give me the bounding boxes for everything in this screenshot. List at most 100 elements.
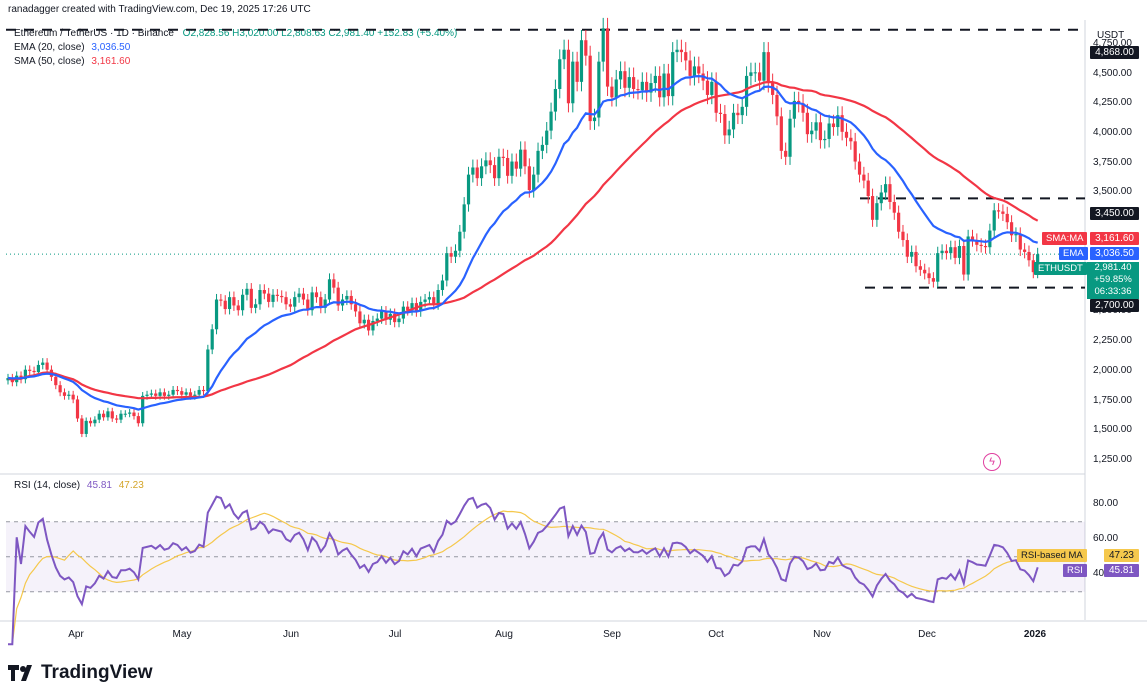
candle xyxy=(258,290,262,305)
ema-value: 3,036.50 xyxy=(91,42,131,53)
candle xyxy=(275,294,279,296)
candle xyxy=(532,174,536,191)
candle xyxy=(110,411,114,419)
candle xyxy=(136,416,140,424)
candle xyxy=(710,81,714,95)
candle xyxy=(684,52,688,61)
candle xyxy=(327,279,332,300)
candle xyxy=(992,210,996,231)
candle xyxy=(897,212,901,232)
candle xyxy=(271,294,275,302)
sma-50-line xyxy=(7,80,1039,400)
candle xyxy=(605,28,610,87)
rsi-box: 45.81 xyxy=(1103,564,1139,577)
candle xyxy=(836,115,840,128)
candle xyxy=(106,411,110,418)
candle xyxy=(1027,251,1031,261)
candle xyxy=(962,246,966,275)
candle xyxy=(753,72,757,74)
candle xyxy=(653,75,657,84)
candle xyxy=(36,364,41,373)
candle xyxy=(762,52,766,81)
candle xyxy=(397,318,401,323)
candle xyxy=(988,230,992,248)
price-tick: 4,000.00 xyxy=(1093,127,1132,138)
candle xyxy=(71,394,75,400)
candle xyxy=(640,81,644,91)
level-3450-label: 3,450.00 xyxy=(1090,207,1139,220)
candle xyxy=(979,244,983,246)
candle xyxy=(479,166,484,179)
candle xyxy=(410,303,414,311)
price-tick: 2,250.00 xyxy=(1093,335,1132,347)
candle xyxy=(506,157,510,176)
candle xyxy=(201,389,206,392)
candle xyxy=(549,111,553,131)
candle xyxy=(197,389,201,395)
candle xyxy=(636,88,640,91)
price-tick: 3,750.00 xyxy=(1093,156,1132,168)
candle xyxy=(375,318,379,321)
candle xyxy=(957,246,962,258)
candle xyxy=(171,389,175,395)
candle xyxy=(501,156,505,158)
candle xyxy=(588,55,592,122)
candle xyxy=(705,80,710,95)
time-tick: 2026 xyxy=(1023,629,1047,640)
candle xyxy=(775,94,779,117)
candle xyxy=(823,138,827,141)
candle xyxy=(219,299,223,301)
candle xyxy=(857,161,862,175)
candle xyxy=(462,204,466,232)
candle xyxy=(323,299,327,308)
time-tick: Sep xyxy=(603,629,621,640)
candle xyxy=(1018,234,1022,250)
candle xyxy=(692,66,697,76)
tradingview-logo-icon xyxy=(8,665,32,681)
price-tick: 2,000.00 xyxy=(1093,364,1132,376)
candle xyxy=(579,40,584,82)
candle xyxy=(1023,249,1027,252)
candle xyxy=(758,72,762,81)
candle xyxy=(975,240,979,245)
candle xyxy=(466,174,471,205)
candle xyxy=(384,311,388,320)
candle xyxy=(879,192,883,204)
candle xyxy=(280,295,284,298)
candle xyxy=(527,166,531,191)
candle xyxy=(766,52,770,84)
candle xyxy=(314,292,319,298)
symbol-legend: Ethereum / TetherUS · 1D · Binance O2,82… xyxy=(14,28,457,39)
rsi-ma-tag: RSI-based MA xyxy=(1017,549,1087,562)
candle xyxy=(62,392,67,396)
candle xyxy=(245,288,249,295)
candle xyxy=(601,28,605,62)
candle xyxy=(784,150,788,157)
time-tick: Apr xyxy=(68,629,84,640)
candle xyxy=(436,290,440,305)
price-tick: 1,250.00 xyxy=(1093,454,1132,466)
price-tick: 4,250.00 xyxy=(1093,97,1132,109)
rsi-tick: 80.00 xyxy=(1093,498,1119,510)
candle xyxy=(488,160,492,166)
candle xyxy=(232,297,236,306)
candle xyxy=(510,161,514,176)
candle xyxy=(566,49,571,104)
sma-value: 3,161.60 xyxy=(91,56,131,67)
ema-legend: EMA (20, close) 3,036.50 xyxy=(14,42,130,53)
candle xyxy=(353,304,358,312)
ema-tag: EMA xyxy=(1059,247,1088,260)
ema-20-line xyxy=(7,74,1038,411)
symbol-name: Ethereum / TetherUS · 1D · Binance xyxy=(14,28,174,39)
candle xyxy=(149,393,153,395)
candle xyxy=(497,156,501,179)
rsi-label: RSI (14, close) xyxy=(14,480,81,491)
lightning-icon[interactable]: ϟ xyxy=(983,453,1001,471)
rsi-tag: RSI xyxy=(1063,564,1087,577)
candle xyxy=(597,61,601,118)
candle xyxy=(553,88,558,112)
candle xyxy=(262,290,266,294)
candle xyxy=(883,184,888,193)
candle xyxy=(562,49,566,60)
